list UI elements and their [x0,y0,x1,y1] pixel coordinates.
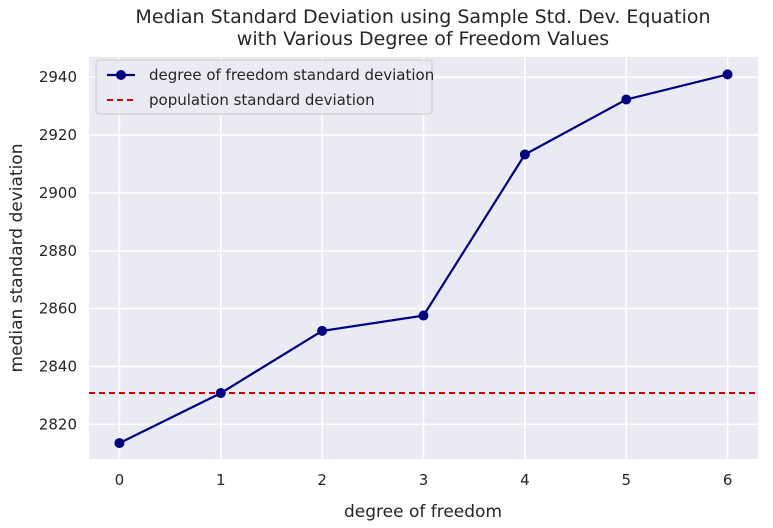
x-tick-label: 5 [621,471,631,489]
legend-label-sample: degree of freedom standard deviation [149,66,434,84]
chart-title-line-1: Median Standard Deviation using Sample S… [135,6,710,28]
x-tick-label: 3 [419,471,429,489]
x-tick-label: 1 [216,471,226,489]
y-axis-label: median standard deviation [7,144,27,373]
data-point [317,325,328,336]
x-axis-label: degree of freedom [344,502,502,522]
legend-box [95,59,433,115]
legend-label-population: population standard deviation [149,91,375,109]
data-point [215,388,226,399]
data-point [722,69,733,80]
legend: degree of freedom standard deviation pop… [95,59,434,115]
series-layer [114,69,733,449]
y-tick-label: 2920 [39,126,77,144]
y-tick-label: 2820 [39,415,77,433]
data-point [418,310,429,321]
y-tick-label: 2880 [39,242,77,260]
data-point [621,94,632,105]
tick-labels: 0 1 2 3 4 5 6 2820 2840 2860 2880 2900 2920 2940 [39,68,733,489]
y-tick-label: 2940 [39,68,77,86]
chart-title-line-2: with Various Degree of Freedom Values [237,28,609,50]
data-point [519,149,530,160]
x-tick-label: 2 [317,471,327,489]
x-tick-label: 6 [723,471,733,489]
x-tick-label: 4 [520,471,530,489]
x-tick-label: 0 [115,471,125,489]
y-tick-label: 2840 [39,357,77,375]
y-tick-label: 2860 [39,300,77,318]
data-point [114,438,125,449]
y-tick-label: 2900 [39,184,77,202]
legend-marker-sample [116,70,126,80]
